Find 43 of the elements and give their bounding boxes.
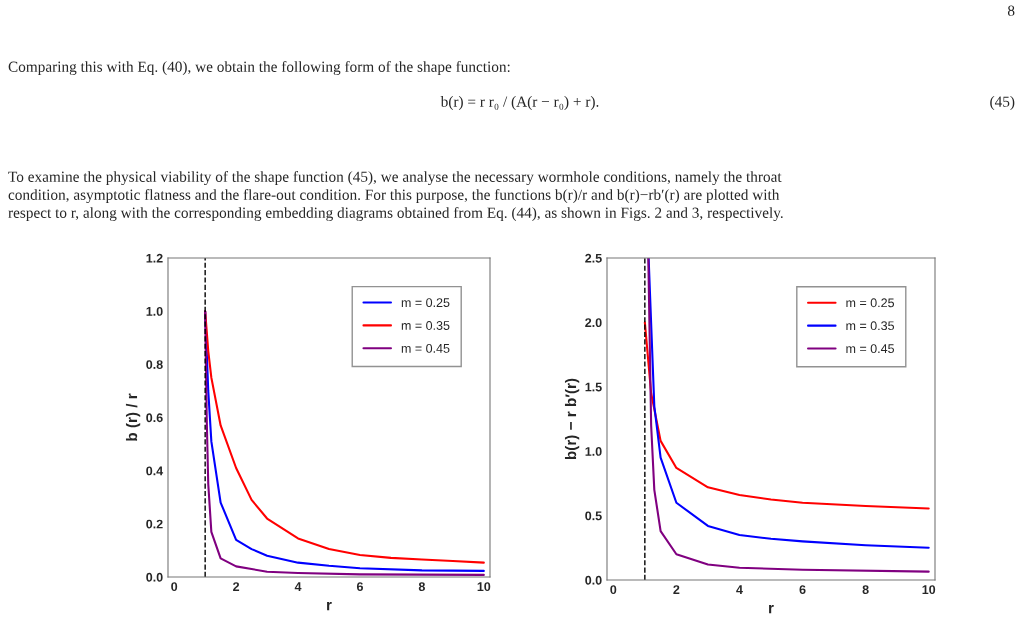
x-tick-label: 8 <box>862 585 869 595</box>
text: To examine the physical viability of the shape function (45), we analyse the necessary wormhole conditions, namely the throat <box>8 170 782 186</box>
y-tick-label: 0.6 <box>146 413 163 423</box>
y-tick-label: 0.8 <box>146 360 163 369</box>
y-tick-label: 0.4 <box>146 466 164 476</box>
x-tick-label: 6 <box>799 585 806 595</box>
y-tick-label: 0.2 <box>146 519 163 529</box>
y-tick-label: 2.0 <box>585 318 602 328</box>
y-tick-label: 1.2 <box>146 253 163 263</box>
legend-label: m = 0.45 <box>401 343 450 353</box>
line-series <box>643 321 930 510</box>
y-tick-label: 2.5 <box>585 253 602 263</box>
text: 8 <box>1007 5 1015 16</box>
y-tick-label: 0.0 <box>146 572 163 582</box>
legend-label: m = 0.45 <box>846 344 895 354</box>
x-axis-title: r <box>327 601 332 611</box>
x-tick-label: 2 <box>233 582 240 591</box>
x-tick-label: 4 <box>736 585 743 594</box>
text: respect to r, along with the corresponding embedding diagrams obtained from Eq. (44), as shown in Figs. 2 and 3, respectively. <box>8 206 783 222</box>
x-tick-label: 0 <box>171 582 178 592</box>
x-tick-label: 10 <box>922 585 936 595</box>
y-tick-label: 0.0 <box>585 575 602 585</box>
text: condition, asymptotic flatness and the flare-out condition. For this purpose, the functions b(r)/r and b(r)−rb′(r) are plotted with <box>8 188 780 204</box>
y-tick-label: 0.5 <box>585 511 602 521</box>
x-tick-label: 8 <box>418 582 425 592</box>
y-axis-title: b (r) / r <box>125 393 141 441</box>
text: Comparing this with Eq. (40), we obtain the following form of the shape function: <box>8 60 510 76</box>
text: b(r) = r r₀ / (A(r − r₀) + r). <box>440 96 599 110</box>
x-tick-label: 2 <box>673 585 680 594</box>
y-tick-label: 1.0 <box>146 306 163 316</box>
x-tick-label: 6 <box>356 582 363 592</box>
x-tick-label: 0 <box>610 585 617 595</box>
x-tick-label: 10 <box>477 582 491 592</box>
legend-label: m = 0.25 <box>401 298 450 308</box>
x-tick-label: 4 <box>294 582 302 591</box>
legend-label: m = 0.35 <box>846 321 895 331</box>
text: (45) <box>990 96 1015 110</box>
x-axis-title: r <box>769 604 774 614</box>
y-axis-title: b(r) − r b′(r) <box>564 378 580 460</box>
y-tick-label: 1.5 <box>585 382 602 392</box>
legend-label: m = 0.25 <box>846 298 895 308</box>
legend-label: m = 0.35 <box>401 321 450 330</box>
y-tick-label: 1.0 <box>585 447 602 456</box>
